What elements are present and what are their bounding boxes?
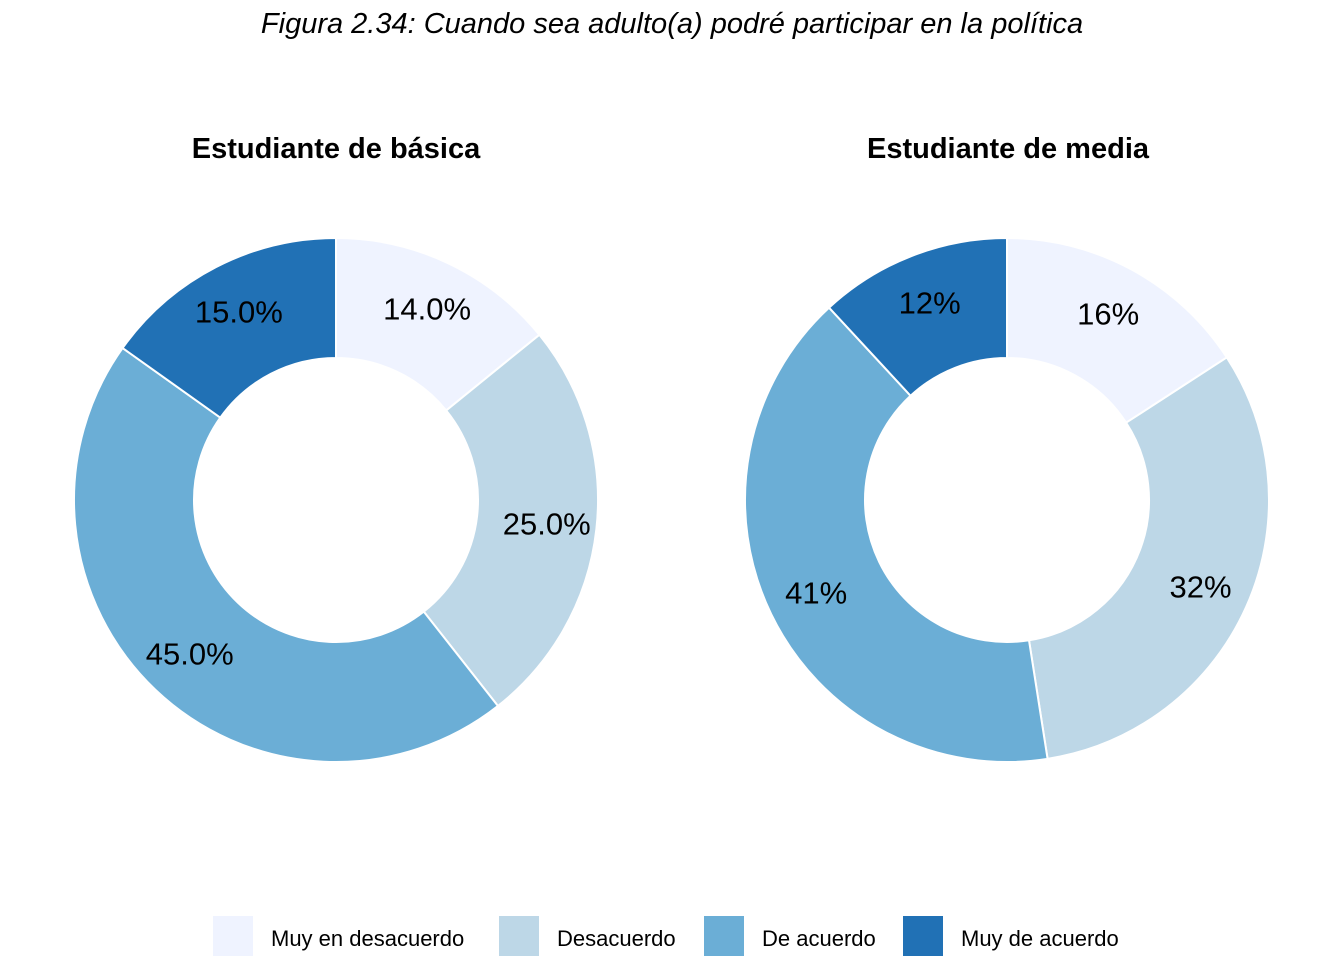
legend-label-muy-de-acuerdo: Muy de acuerdo: [961, 926, 1119, 951]
slice-muy-de-acuerdo: [827, 236, 1008, 398]
slice-label-desacuerdo: 32%: [1170, 569, 1232, 604]
panel-title-basica: Estudiante de básica: [192, 133, 481, 165]
slice-label-de-acuerdo: 41%: [785, 575, 847, 610]
panel-title-media: Estudiante de media: [867, 133, 1150, 165]
slices-basica: [73, 236, 599, 763]
slice-de-acuerdo: [73, 346, 500, 763]
legend-label-de-acuerdo: De acuerdo: [762, 926, 876, 951]
slice-label-muy-de-acuerdo: 12%: [899, 286, 961, 321]
slice-label-desacuerdo: 25.0%: [503, 506, 591, 541]
slice-label-muy-en-desacuerdo: 16%: [1077, 297, 1139, 332]
legend-swatch-desacuerdo: [499, 916, 539, 956]
slice-label-de-acuerdo: 45.0%: [146, 636, 234, 671]
donut-chart-basica: Estudiante de básica 14.0% 25.0% 45.0% 15.0…: [73, 133, 599, 763]
legend-swatch-de-acuerdo: [704, 916, 744, 956]
slice-muy-de-acuerdo: [121, 236, 337, 420]
slice-de-acuerdo: [744, 306, 1049, 763]
legend-swatch-muy-de-acuerdo: [903, 916, 943, 956]
legend-label-muy-en-desacuerdo: Muy en desacuerdo: [271, 926, 464, 951]
slices-media: [744, 236, 1270, 763]
slice-label-muy-de-acuerdo: 15.0%: [195, 295, 283, 330]
slice-labels-media: 16% 32% 41% 12%: [785, 286, 1231, 611]
figure-title: Figura 2.34: Cuando sea adulto(a) podré …: [261, 8, 1083, 40]
slice-muy-en-desacuerdo: [1006, 236, 1229, 425]
legend-label-desacuerdo: Desacuerdo: [557, 926, 676, 951]
legend: Muy en desacuerdo Desacuerdo De acuerdo …: [213, 916, 1119, 956]
slice-desacuerdo: [422, 333, 599, 708]
legend-swatch-muy-en-desacuerdo: [213, 916, 253, 956]
slice-labels-basica: 14.0% 25.0% 45.0% 15.0%: [146, 292, 591, 672]
donut-chart-media: Estudiante de media 16% 32% 41% 12%: [744, 133, 1270, 763]
slice-desacuerdo: [1027, 356, 1270, 760]
slice-muy-en-desacuerdo: [335, 236, 541, 412]
slice-label-muy-en-desacuerdo: 14.0%: [383, 292, 471, 327]
